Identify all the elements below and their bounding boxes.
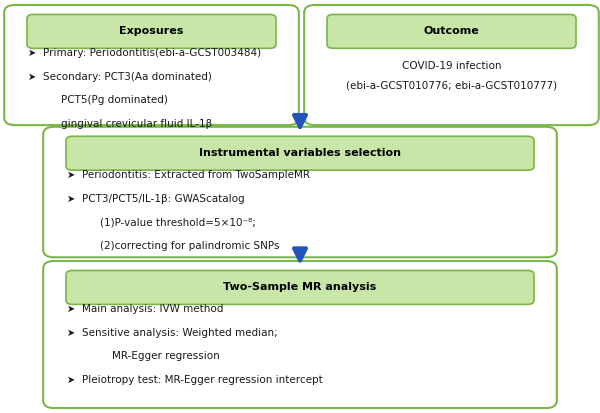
FancyBboxPatch shape bbox=[66, 136, 534, 170]
FancyBboxPatch shape bbox=[43, 127, 557, 257]
FancyBboxPatch shape bbox=[4, 5, 299, 125]
Text: ➤: ➤ bbox=[67, 375, 76, 385]
FancyBboxPatch shape bbox=[327, 14, 576, 48]
Text: ➤: ➤ bbox=[67, 194, 76, 204]
FancyBboxPatch shape bbox=[66, 271, 534, 304]
Text: ➤: ➤ bbox=[28, 48, 37, 58]
Text: PCT3/PCT5/IL-1β: GWAScatalog: PCT3/PCT5/IL-1β: GWAScatalog bbox=[82, 194, 245, 204]
Text: ➤: ➤ bbox=[67, 170, 76, 180]
Text: Main analysis: IVW method: Main analysis: IVW method bbox=[82, 304, 224, 314]
Text: Primary: Periodontitis(ebi-a-GCST003484): Primary: Periodontitis(ebi-a-GCST003484) bbox=[43, 48, 262, 58]
Text: Sensitive analysis: Weighted median;: Sensitive analysis: Weighted median; bbox=[82, 328, 278, 338]
Text: MR-Egger regression: MR-Egger regression bbox=[112, 351, 220, 361]
FancyBboxPatch shape bbox=[43, 261, 557, 408]
Text: Outcome: Outcome bbox=[424, 26, 479, 36]
Text: Pleiotropy test: MR-Egger regression intercept: Pleiotropy test: MR-Egger regression int… bbox=[82, 375, 323, 385]
FancyBboxPatch shape bbox=[304, 5, 599, 125]
Text: Periodontitis: Extracted from TwoSampleMR: Periodontitis: Extracted from TwoSampleM… bbox=[82, 170, 310, 180]
Text: COVID-19 infection: COVID-19 infection bbox=[402, 61, 501, 71]
Text: gingival crevicular fluid IL-1β: gingival crevicular fluid IL-1β bbox=[61, 119, 212, 129]
Text: Exposures: Exposures bbox=[119, 26, 184, 36]
FancyBboxPatch shape bbox=[27, 14, 276, 48]
Text: PCT5(Pg dominated): PCT5(Pg dominated) bbox=[61, 95, 168, 105]
Text: Instrumental variables selection: Instrumental variables selection bbox=[199, 148, 401, 158]
Text: Two-Sample MR analysis: Two-Sample MR analysis bbox=[223, 282, 377, 292]
Text: Secondary: PCT3(Aa dominated): Secondary: PCT3(Aa dominated) bbox=[43, 72, 212, 82]
Text: ➤: ➤ bbox=[67, 328, 76, 338]
Text: (2)correcting for palindromic SNPs: (2)correcting for palindromic SNPs bbox=[100, 241, 280, 251]
Text: (1)P-value threshold=5×10⁻⁸;: (1)P-value threshold=5×10⁻⁸; bbox=[100, 217, 256, 227]
Text: ➤: ➤ bbox=[67, 304, 76, 314]
Text: (ebi-a-GCST010776; ebi-a-GCST010777): (ebi-a-GCST010776; ebi-a-GCST010777) bbox=[346, 81, 557, 91]
Text: ➤: ➤ bbox=[28, 72, 37, 82]
